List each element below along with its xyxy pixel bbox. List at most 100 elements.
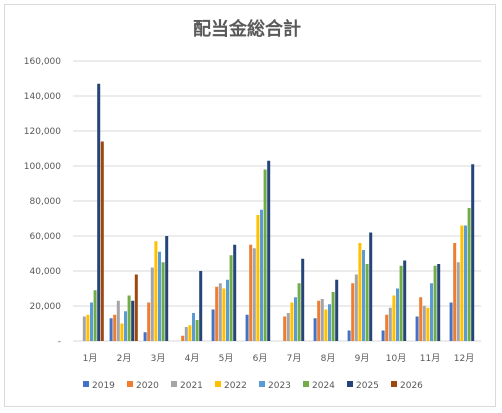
x-tick-label: 6月 [253,353,268,364]
y-tick-label: - [58,337,61,347]
bar-2025 [233,244,237,341]
bar-2025 [267,160,271,341]
bar-2024 [127,295,131,341]
x-tick-label: 12月 [454,353,474,364]
bar-2022 [256,215,260,341]
bar-2024 [229,255,233,341]
bar-2023 [192,313,195,341]
bar-2024 [195,320,199,341]
bar-2020 [113,314,117,341]
legend-label: 2021 [180,381,203,391]
x-axis: 1月 2月 3月 4月 5月 6月 7月 8月 9月 10月 11月 12月 [83,353,475,364]
x-tick-label: 5月 [219,353,234,364]
bar-2023 [124,311,127,341]
bar-2022 [324,309,328,341]
bar-2021 [286,313,290,341]
bar-2020 [317,300,321,341]
bar-2024 [365,264,369,341]
bar-2019 [143,332,147,341]
legend-swatch [83,381,89,387]
bar-2020 [385,314,389,341]
bar-2021 [422,306,426,341]
bar-2022 [86,314,90,341]
bar-2023 [158,251,161,341]
y-tick-label: 60,000 [30,232,62,242]
legend-swatch [127,381,133,387]
bar-2023 [90,302,93,341]
bar-2020 [351,283,355,341]
legend-label: 2022 [224,381,247,391]
bar-2023 [396,288,399,341]
bar-2022 [290,302,294,341]
bar-2021 [252,248,256,341]
bar-2023 [226,279,229,341]
x-tick-label: 11月 [420,353,440,364]
bar-2023 [362,250,365,341]
bar-2025 [335,279,339,341]
x-tick-label: 1月 [83,353,98,364]
bar-2024 [433,265,437,341]
x-tick-label: 7月 [287,353,302,364]
legend-swatch [171,381,177,387]
y-tick-label: 20,000 [30,302,62,312]
legend-swatch [259,381,265,387]
bar-2019 [381,330,385,341]
legend-label: 2019 [92,381,115,391]
legend-label: 2023 [268,381,291,391]
bar-2021 [388,307,392,341]
bar-2020 [249,244,253,341]
bar-2020 [181,335,185,341]
bar-2022 [460,225,464,341]
x-tick-label: 3月 [151,353,166,364]
grid [73,60,481,342]
bar-2024 [399,265,403,341]
bar-2019 [415,316,419,341]
bar-2019 [449,302,453,341]
y-tick-label: 100,000 [24,162,61,172]
bar-2023 [328,304,331,341]
bar-2021 [116,300,120,341]
bar-2021 [82,316,86,341]
y-tick-label: 40,000 [30,267,62,277]
bar-2021 [150,267,154,341]
legend-swatch [303,381,309,387]
bar-2024 [331,292,335,341]
bar-2024 [467,208,471,341]
bar-2025 [403,260,407,341]
legend: 2019 2020 2021 2022 2023 2024 2025 2026 [83,381,423,391]
x-tick-label: 10月 [386,353,406,364]
bar-2020 [283,316,287,341]
bar-2025 [131,300,135,341]
bar-2022 [222,288,226,341]
bar-2022 [426,307,430,341]
bar-2019 [347,330,351,341]
bar-2024 [263,169,267,341]
legend-label: 2024 [312,381,335,391]
bar-2020 [215,286,219,341]
y-tick-label: 140,000 [24,92,61,102]
bars [82,83,475,341]
legend-swatch [347,381,353,387]
bar-2020 [419,297,423,341]
y-axis: - 20,000 40,000 60,000 80,000 100,000 120,000 1… [24,57,61,347]
chart: 配当金総合計 - 20,000 40,000 60,000 80,000 100,000 1… [24,18,481,391]
bar-2025 [301,258,305,341]
bar-2025 [97,83,101,341]
chart-title: 配当金総合計 [193,18,301,40]
bar-2020 [453,243,457,341]
bar-2023 [430,283,433,341]
bar-2022 [358,243,362,341]
x-tick-label: 9月 [355,353,370,364]
bar-2026 [134,274,138,341]
bar-2021 [354,274,358,341]
bar-2021 [456,262,460,341]
bar-2025 [471,164,475,341]
chart-frame: 配当金総合計 - 20,000 40,000 60,000 80,000 100,000 1… [4,4,496,407]
x-tick-label: 2月 [117,353,132,364]
bar-2025 [165,236,169,341]
bar-2021 [218,283,222,341]
bar-2022 [154,241,158,341]
x-tick-label: 8月 [321,353,336,364]
y-tick-label: 80,000 [30,197,62,207]
bar-2025 [199,271,203,341]
